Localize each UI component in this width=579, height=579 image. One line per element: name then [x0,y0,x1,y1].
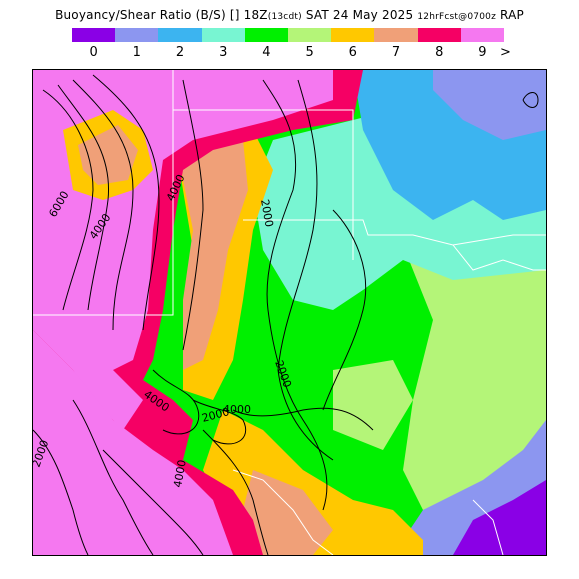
legend-swatch [158,28,202,42]
map-panel: 6000 4000 4000 4000 2000 2000 2000 2000 … [32,69,547,556]
legend-label: 0 [89,45,98,60]
map-svg: 6000 4000 4000 4000 2000 2000 2000 2000 … [33,70,546,555]
region-light-green-east [393,200,546,510]
legend-swatch [460,28,505,42]
legend-swatch [288,28,332,42]
legend-swatch [72,28,116,42]
region-magenta-southwest [33,330,233,555]
region-orange-west [178,140,248,370]
legend-label: 3 [219,45,228,60]
height-contours [33,74,539,555]
region-orange-south [243,470,333,555]
legend-swatch [244,28,289,42]
color-legend [72,28,505,42]
legend-swatch [417,28,461,42]
title-local-time: (13cdt) [267,12,302,22]
legend-label: 2 [175,45,185,60]
legend-swatch [115,28,159,42]
legend-labels: 0 1 2 3 4 5 6 7 8 9 [72,45,504,61]
contour-label: 4000 [171,459,189,489]
region-periwinkle-northeast [433,70,546,140]
region-orange-northwest [78,125,138,185]
contour-label: 2000 [258,198,276,228]
contour-label: 4000 [223,403,251,416]
legend-overflow-label: > [500,45,511,60]
state-boundaries [33,70,546,555]
legend-swatch [201,28,245,42]
legend-label: 4 [262,45,271,60]
legend-label: 7 [391,45,401,60]
legend-swatch [374,28,418,42]
title-run: 12hrFcst@0700z [417,12,496,22]
region-light-green-central [333,360,413,450]
region-purple-southeast [453,480,546,555]
title-mid: [] 18Z [229,8,268,22]
chart-title: Buoyancy/Shear Ratio (B/S) [] 18Z(13cdt)… [0,8,579,22]
legend-label: 1 [132,45,141,60]
legend-swatch [331,28,375,42]
region-aqua-central [273,220,363,290]
legend-label: 5 [305,45,314,60]
title-main: Buoyancy/Shear Ratio (B/S) [55,8,226,22]
title-date: SAT 24 May 2025 [305,8,414,22]
title-model: RAP [500,8,524,22]
legend-label: 8 [435,45,444,60]
legend-label: 6 [348,45,357,60]
legend-label: 9 [478,45,487,60]
